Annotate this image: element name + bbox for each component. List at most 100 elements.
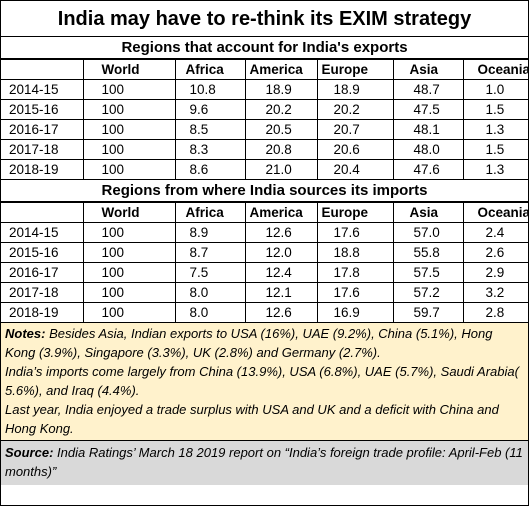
- value-cell: 20.4: [316, 159, 394, 180]
- exports-heading: Regions that account for India's exports: [1, 37, 528, 59]
- value-cell: 1.5: [462, 99, 528, 120]
- column-header: Oceania: [462, 59, 529, 80]
- page-title: India may have to re-think its EXIM stra…: [1, 1, 528, 37]
- value-cell: 20.2: [316, 99, 394, 120]
- value-cell: 57.5: [392, 262, 464, 283]
- value-cell: 16.9: [316, 302, 394, 323]
- year-cell: 2016-17: [1, 119, 84, 140]
- column-header: America: [244, 59, 318, 80]
- value-cell: 8.3: [174, 139, 246, 160]
- column-header: World: [82, 59, 176, 80]
- column-header: Oceania: [462, 202, 529, 223]
- value-cell: 12.6: [244, 302, 318, 323]
- value-cell: 2.9: [462, 262, 528, 283]
- value-cell: 20.7: [316, 119, 394, 140]
- year-cell: 2016-17: [1, 262, 84, 283]
- column-header: Africa: [174, 59, 246, 80]
- value-cell: 47.5: [392, 99, 464, 120]
- value-cell: 100: [82, 282, 176, 303]
- column-header: Europe: [316, 202, 394, 223]
- value-cell: 20.5: [244, 119, 318, 140]
- value-cell: 18.9: [316, 79, 394, 100]
- value-cell: 2.4: [462, 222, 528, 243]
- table-row: 2014-15 100 8.9 12.6 17.6 57.0 2.4: [1, 222, 528, 243]
- value-cell: 8.5: [174, 119, 246, 140]
- column-header: [1, 202, 84, 223]
- value-cell: 10.8: [174, 79, 246, 100]
- table-header-row: World Africa America Europe Asia Oceania: [1, 202, 529, 223]
- value-cell: 47.6: [392, 159, 464, 180]
- year-cell: 2015-16: [1, 242, 84, 263]
- table-row: 2014-15 100 10.8 18.9 18.9 48.7 1.0: [1, 79, 528, 100]
- value-cell: 100: [82, 222, 176, 243]
- table-row: 2018-19 100 8.0 12.6 16.9 59.7 2.8: [1, 302, 528, 323]
- value-cell: 55.8: [392, 242, 464, 263]
- exports-table: World Africa America Europe Asia Oceania…: [1, 59, 529, 180]
- value-cell: 100: [82, 119, 176, 140]
- value-cell: 18.8: [316, 242, 394, 263]
- table-row: 2015-16 100 9.6 20.2 20.2 47.5 1.5: [1, 99, 528, 120]
- value-cell: 48.1: [392, 119, 464, 140]
- imports-table: World Africa America Europe Asia Oceania…: [1, 202, 529, 323]
- column-header: [1, 59, 84, 80]
- table-row: 2017-18 100 8.0 12.1 17.6 57.2 3.2: [1, 282, 528, 303]
- notes-line-1: Notes: Besides Asia, Indian exports to U…: [5, 324, 524, 362]
- value-cell: 17.8: [316, 262, 394, 283]
- year-cell: 2015-16: [1, 99, 84, 120]
- table-row: 2017-18 100 8.3 20.8 20.6 48.0 1.5: [1, 139, 528, 160]
- value-cell: 2.8: [462, 302, 528, 323]
- notes-label: Notes:: [5, 326, 46, 341]
- table-row: 2016-17 100 7.5 12.4 17.8 57.5 2.9: [1, 262, 528, 283]
- column-header: Europe: [316, 59, 394, 80]
- value-cell: 100: [82, 159, 176, 180]
- value-cell: 8.0: [174, 302, 246, 323]
- value-cell: 2.6: [462, 242, 528, 263]
- column-header: Africa: [174, 202, 246, 223]
- imports-heading: Regions from where India sources its imp…: [1, 180, 528, 202]
- column-header: America: [244, 202, 318, 223]
- value-cell: 12.0: [244, 242, 318, 263]
- value-cell: 1.0: [462, 79, 528, 100]
- value-cell: 1.5: [462, 139, 528, 160]
- value-cell: 18.9: [244, 79, 318, 100]
- value-cell: 57.0: [392, 222, 464, 243]
- value-cell: 21.0: [244, 159, 318, 180]
- value-cell: 12.1: [244, 282, 318, 303]
- value-cell: 1.3: [462, 159, 528, 180]
- source-label: Source:: [5, 445, 54, 460]
- column-header: Asia: [392, 59, 464, 80]
- source-box: Source: India Ratings’ March 18 2019 rep…: [1, 441, 528, 485]
- year-cell: 2017-18: [1, 139, 84, 160]
- value-cell: 8.0: [174, 282, 246, 303]
- notes-line-3: Last year, India enjoyed a trade surplus…: [5, 402, 499, 436]
- value-cell: 3.2: [462, 282, 528, 303]
- value-cell: 100: [82, 99, 176, 120]
- value-cell: 100: [82, 79, 176, 100]
- table-row: 2015-16 100 8.7 12.0 18.8 55.8 2.6: [1, 242, 528, 263]
- table-header-row: World Africa America Europe Asia Oceania: [1, 59, 529, 80]
- notes-line-2: India’s imports come largely from China …: [5, 364, 519, 398]
- value-cell: 20.2: [244, 99, 318, 120]
- value-cell: 100: [82, 302, 176, 323]
- notes-box: Notes: Besides Asia, Indian exports to U…: [1, 323, 528, 441]
- value-cell: 8.7: [174, 242, 246, 263]
- value-cell: 20.8: [244, 139, 318, 160]
- value-cell: 17.6: [316, 222, 394, 243]
- table-row: 2016-17 100 8.5 20.5 20.7 48.1 1.3: [1, 119, 528, 140]
- notes-text-1: Besides Asia, Indian exports to USA (16%…: [5, 326, 493, 360]
- value-cell: 9.6: [174, 99, 246, 120]
- column-header: World: [82, 202, 176, 223]
- value-cell: 100: [82, 139, 176, 160]
- column-header: Asia: [392, 202, 464, 223]
- value-cell: 48.0: [392, 139, 464, 160]
- value-cell: 100: [82, 262, 176, 283]
- year-cell: 2018-19: [1, 159, 84, 180]
- value-cell: 57.2: [392, 282, 464, 303]
- year-cell: 2014-15: [1, 79, 84, 100]
- year-cell: 2017-18: [1, 282, 84, 303]
- value-cell: 12.6: [244, 222, 318, 243]
- value-cell: 8.9: [174, 222, 246, 243]
- value-cell: 59.7: [392, 302, 464, 323]
- value-cell: 8.6: [174, 159, 246, 180]
